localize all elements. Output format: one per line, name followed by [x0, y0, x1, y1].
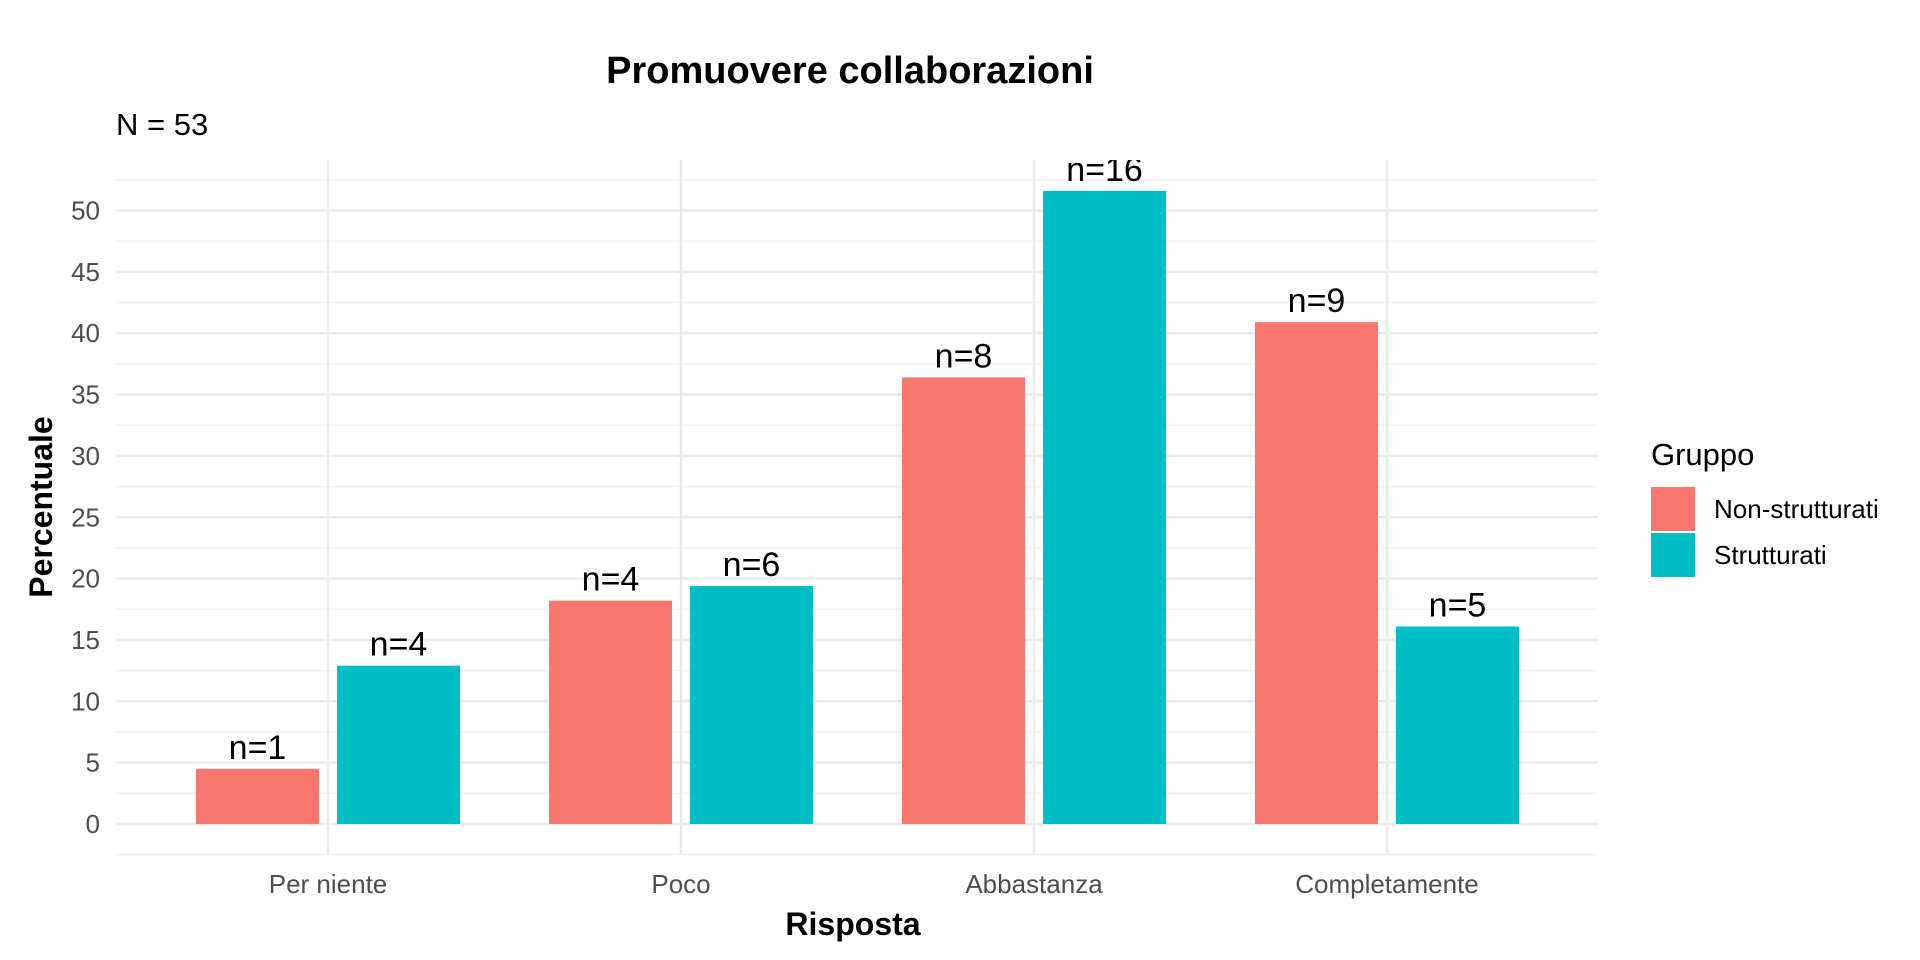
y-tick-label: 35	[71, 380, 100, 410]
bar-strutturati	[1043, 190, 1166, 825]
y-axis-title: Percentuale	[23, 416, 59, 597]
y-tick-label: 25	[71, 502, 100, 532]
legend-key-non-strutturati	[1651, 487, 1695, 531]
data-label: n=9	[1288, 282, 1346, 320]
data-label: n=4	[370, 626, 428, 664]
bar-strutturati	[337, 665, 460, 824]
data-label: n=1	[229, 729, 287, 767]
bar-non-strutturati	[549, 600, 672, 824]
legend-key-strutturati	[1651, 533, 1695, 577]
x-axis-title: Risposta	[785, 906, 920, 942]
legend-label: Strutturati	[1714, 540, 1827, 570]
x-axis-ticks: Per niente Poco Abbastanza Completamente	[269, 869, 1479, 899]
y-tick-label: 45	[71, 257, 100, 287]
bar-strutturati	[690, 585, 813, 824]
bar-strutturati	[1396, 626, 1519, 824]
y-tick-label: 15	[71, 625, 100, 655]
data-label: n=5	[1429, 586, 1487, 624]
data-label: n=4	[582, 561, 640, 599]
legend-items: Non-strutturati Strutturati	[1651, 487, 1879, 577]
data-label: n=8	[935, 337, 993, 375]
y-tick-label: 5	[86, 748, 100, 778]
bars	[196, 190, 1519, 825]
legend-label: Non-strutturati	[1714, 494, 1879, 524]
data-labels: n=1 n=4 n=8 n=9 n=4 n=6 n=16 n=5	[229, 151, 1487, 767]
x-tick-label: Poco	[651, 869, 710, 899]
chart-title: Promuovere collaborazioni	[606, 50, 1094, 92]
bar-non-strutturati	[196, 768, 319, 824]
legend: Gruppo Non-strutturati Strutturati	[1651, 437, 1879, 577]
bar-non-strutturati	[902, 377, 1025, 824]
legend-title: Gruppo	[1651, 437, 1754, 472]
data-label: n=6	[723, 546, 781, 584]
x-tick-label: Per niente	[269, 869, 388, 899]
y-tick-label: 20	[71, 564, 100, 594]
chart-subtitle: N = 53	[116, 107, 208, 142]
y-tick-label: 0	[86, 809, 100, 839]
y-tick-label: 30	[71, 441, 100, 471]
y-axis-ticks: 0 5 10 15 20 25 30 35 40 45 50	[71, 196, 100, 840]
x-tick-label: Abbastanza	[965, 869, 1103, 899]
y-tick-label: 10	[71, 686, 100, 716]
x-tick-label: Completamente	[1295, 869, 1479, 899]
bar-non-strutturati	[1255, 322, 1378, 824]
data-label: n=16	[1066, 151, 1143, 189]
y-tick-label: 40	[71, 318, 100, 348]
y-tick-label: 50	[71, 196, 100, 226]
